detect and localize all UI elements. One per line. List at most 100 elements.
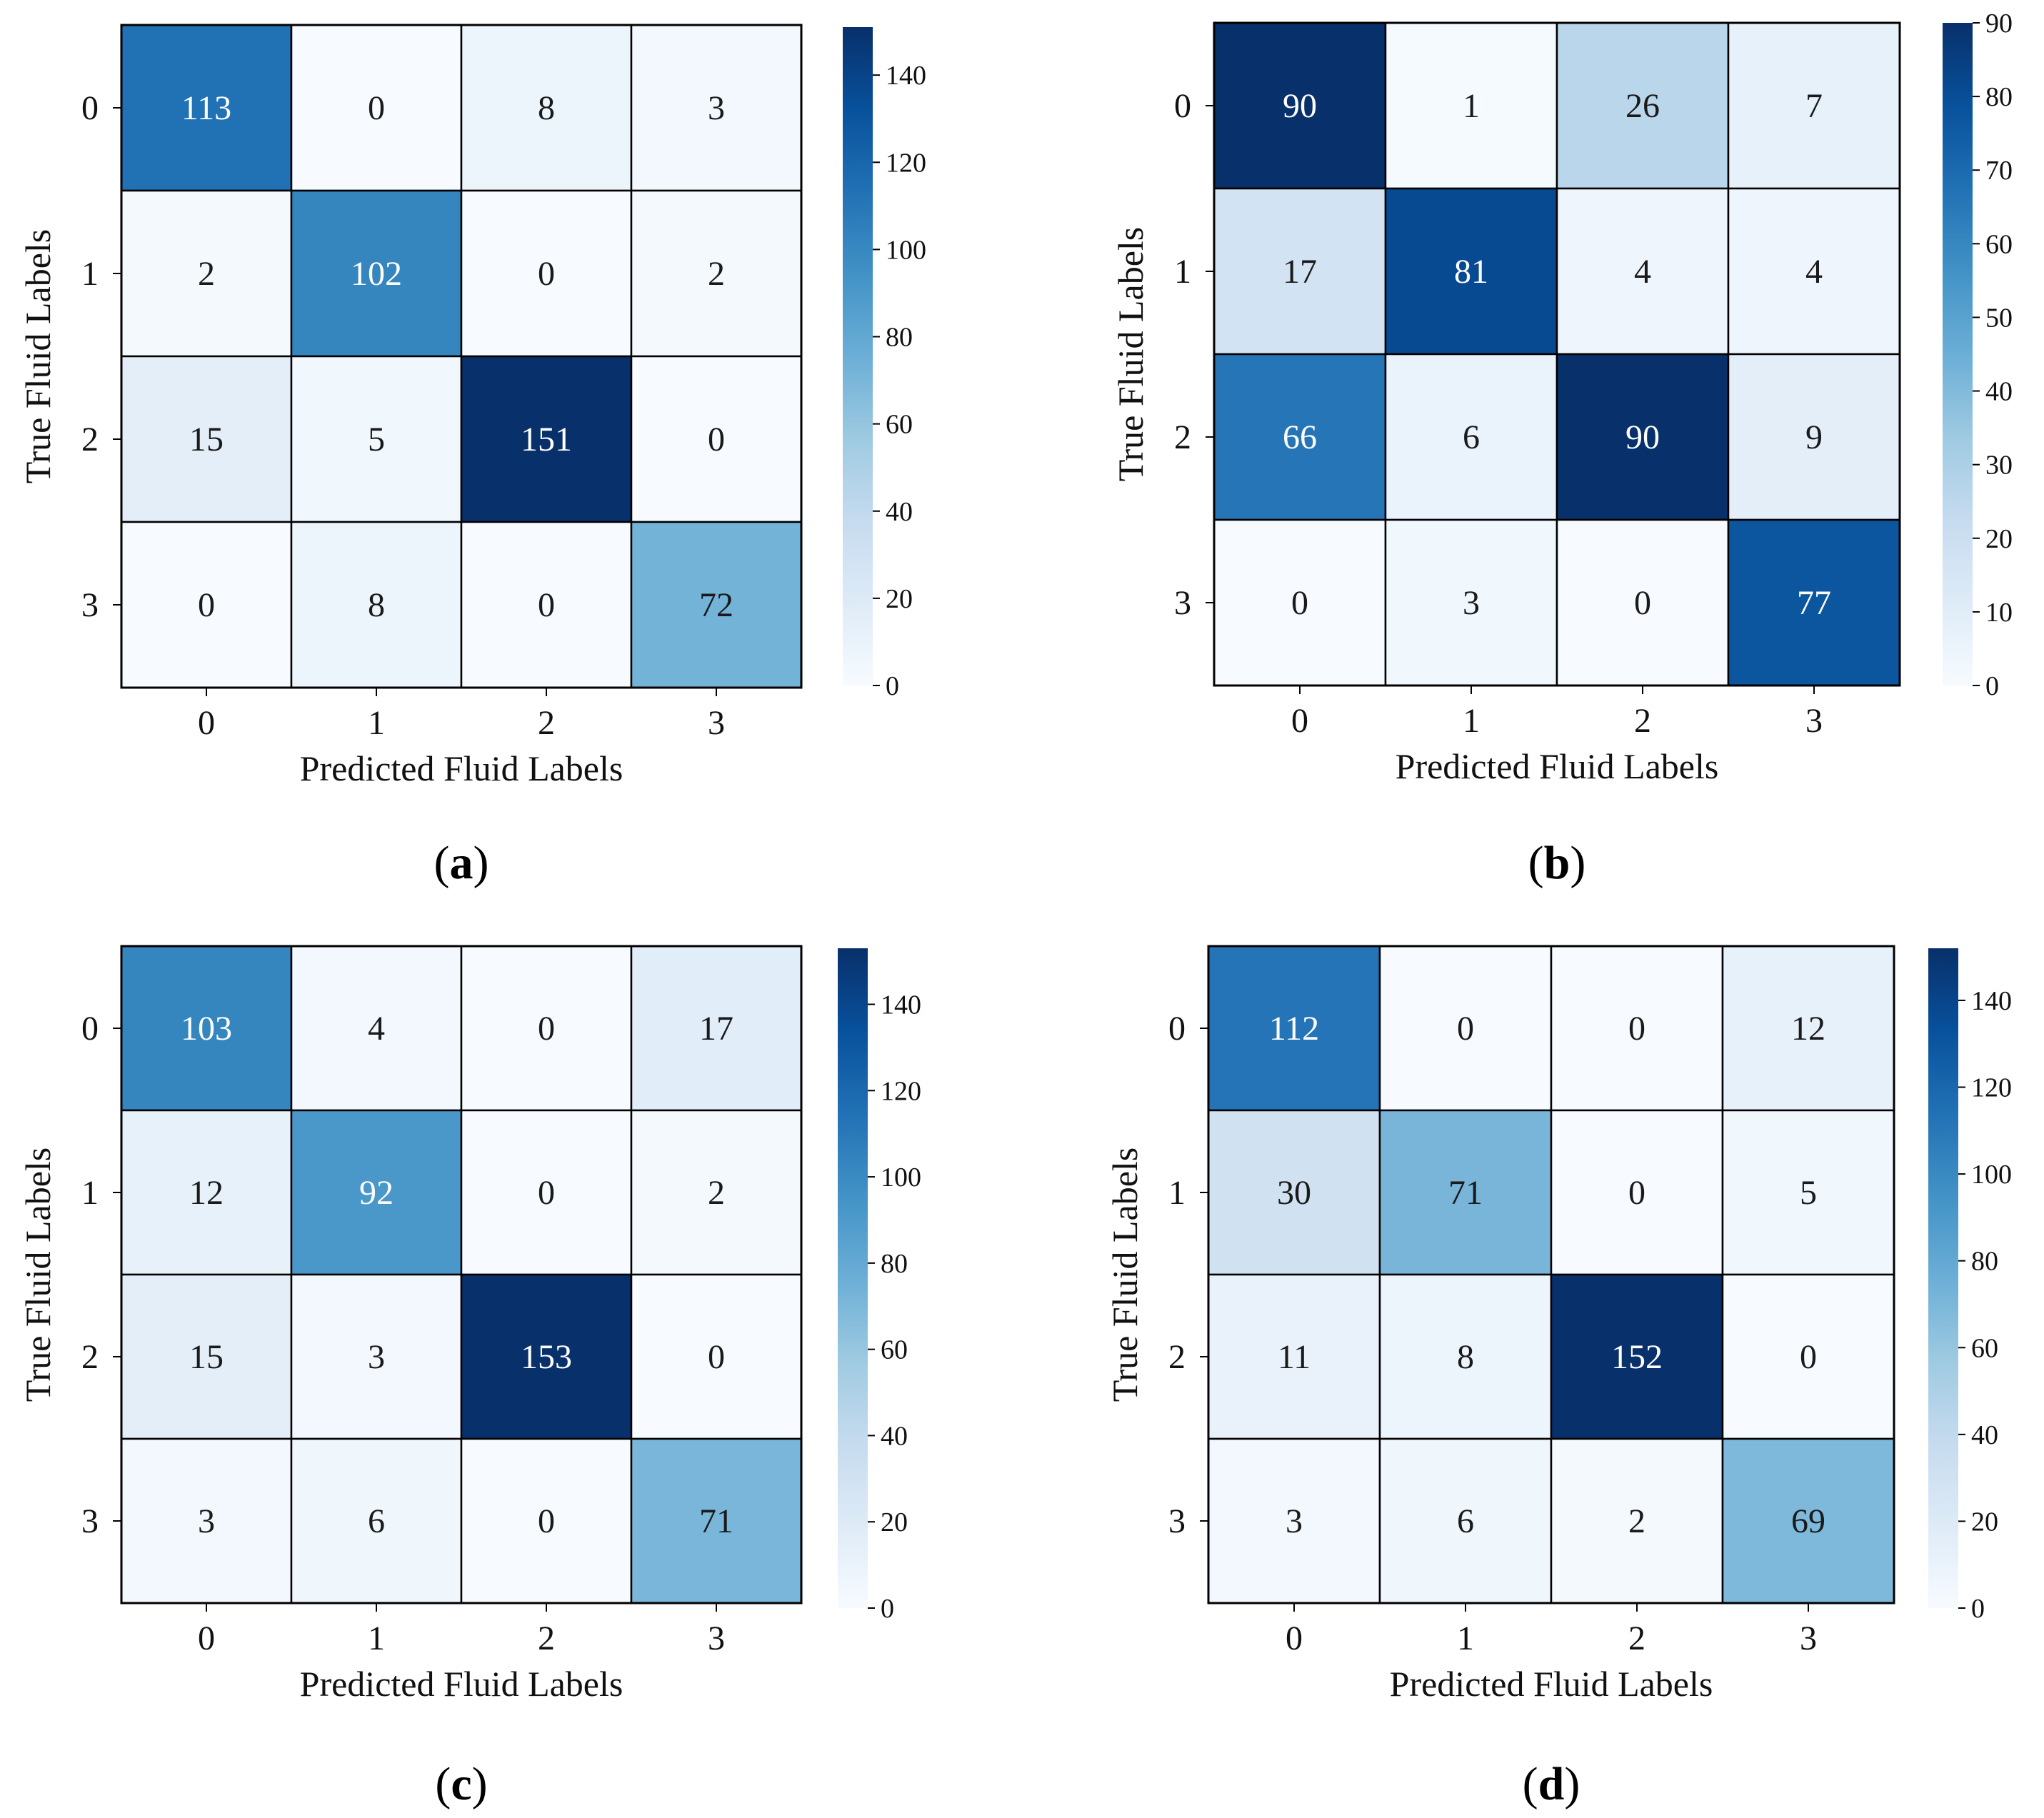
x-tick-label: 1 [368, 704, 385, 742]
heatmap-frame [1213, 21, 1901, 687]
colorbar-tick-label: 140 [886, 61, 926, 91]
colorbar-tick-label: 70 [1985, 156, 2013, 186]
cell-value-label: 112 [1269, 1010, 1319, 1048]
colorbar-tick-label: 40 [886, 497, 913, 527]
heatmap-cell [1721, 1109, 1895, 1276]
colorbar-tick-label: 20 [1971, 1507, 1998, 1537]
x-tick-label: 3 [708, 704, 725, 742]
cell-value-label: 0 [368, 89, 385, 127]
cell-value-label: 0 [1800, 1338, 1817, 1376]
x-axis-label: Predicted Fluid Labels [1390, 1664, 1713, 1704]
heatmap-cell [1721, 945, 1895, 1112]
colorbar-tick-label: 80 [881, 1249, 908, 1279]
heatmap-frame [120, 945, 803, 1604]
heatmap-frame [1207, 945, 1895, 1604]
cell-value-label: 0 [708, 421, 725, 458]
colorbar-tick-label: 0 [886, 671, 899, 701]
heatmap-cell [1550, 1437, 1724, 1604]
heatmap-cell [1555, 187, 1730, 356]
heatmap-cell [1378, 1109, 1553, 1276]
x-axis-label: Predicted Fluid Labels [300, 748, 623, 788]
heatmap-cell [1555, 518, 1730, 687]
cell-value-label: 77 [1797, 584, 1831, 622]
heatmap-frame [120, 24, 803, 689]
heatmap-cell [1213, 187, 1387, 356]
cell-value-label: 2 [708, 255, 725, 293]
x-tick-label: 1 [1457, 1619, 1474, 1657]
colorbar-tick-label: 80 [1971, 1247, 1998, 1277]
x-tick-label: 1 [1463, 702, 1480, 740]
y-tick-label: 3 [81, 586, 99, 624]
cell-value-label: 8 [538, 89, 555, 127]
cell-value-label: 15 [189, 421, 224, 458]
colorbar-tick-label: 100 [1971, 1160, 2012, 1190]
cell-value-label: 6 [368, 1502, 385, 1540]
heatmap-cell [1213, 353, 1387, 521]
cell-value-label: 0 [1457, 1010, 1474, 1048]
cell-value-label: 72 [699, 586, 733, 624]
colorbar-tick-label: 40 [1985, 377, 2013, 407]
x-tick-label: 2 [538, 704, 555, 742]
heatmap-cell [1550, 945, 1724, 1112]
cell-value-label: 71 [699, 1502, 733, 1540]
cell-value-label: 12 [189, 1174, 224, 1212]
cell-value-label: 17 [1283, 253, 1317, 291]
colorbar [843, 27, 873, 685]
heatmap-cell [460, 1437, 633, 1604]
cell-value-label: 0 [538, 1010, 555, 1048]
colorbar-tick-label: 20 [1985, 524, 2013, 554]
colorbar-tick-label: 140 [1971, 986, 2012, 1016]
cell-value-label: 4 [368, 1010, 385, 1048]
cell-value-label: 151 [521, 421, 572, 458]
cell-value-label: 153 [521, 1338, 572, 1376]
heatmap-cell [120, 24, 293, 192]
y-tick-label: 0 [1174, 87, 1191, 125]
cell-value-label: 7 [1805, 87, 1823, 125]
cell-value-label: 71 [1448, 1174, 1483, 1212]
cell-value-label: 92 [359, 1174, 394, 1212]
colorbar-tick-label: 20 [886, 584, 913, 614]
heatmap-cell [630, 1109, 803, 1276]
cell-value-label: 8 [1457, 1338, 1474, 1376]
cell-value-label: 2 [198, 255, 215, 293]
panel-label: (b) [1528, 837, 1586, 889]
heatmap-cell [630, 189, 803, 358]
heatmap-cell [120, 189, 293, 358]
x-tick-label: 0 [1291, 702, 1308, 740]
cell-value-label: 4 [1805, 253, 1823, 291]
colorbar-tick-label: 140 [881, 990, 921, 1020]
heatmap-cell [1555, 353, 1730, 521]
colorbar [1943, 23, 1973, 685]
colorbar-tick-label: 120 [886, 148, 926, 178]
y-axis-label: True Fluid Labels [18, 229, 58, 484]
cell-value-label: 12 [1791, 1010, 1825, 1048]
colorbar-tick-label: 40 [881, 1421, 908, 1451]
y-tick-label: 2 [1168, 1338, 1186, 1376]
x-tick-label: 3 [1800, 1619, 1817, 1657]
cell-value-label: 6 [1463, 418, 1480, 456]
cell-value-label: 3 [1286, 1502, 1303, 1540]
cell-value-label: 3 [368, 1338, 385, 1376]
colorbar-tick-label: 0 [1985, 671, 1999, 701]
heatmap-cell [120, 1437, 293, 1604]
heatmap-cell [290, 24, 463, 192]
y-tick-label: 3 [1168, 1502, 1186, 1540]
heatmap-cell [630, 355, 803, 523]
heatmap-cell [1550, 1273, 1724, 1440]
heatmap-cell [1727, 518, 1901, 687]
panel-label: (d) [1523, 1758, 1580, 1810]
colorbar-tick-label: 90 [1985, 9, 2013, 39]
cell-value-label: 0 [1634, 584, 1651, 622]
panel-a: 113 0 8 32 102 0 215 5 151 00 8 0 720 1 2 30123Predicte… [18, 24, 926, 889]
y-tick-label: 2 [1174, 418, 1191, 456]
y-tick-label: 0 [81, 1010, 99, 1048]
colorbar-tick-label: 50 [1985, 303, 2013, 333]
colorbar-tick-label: 60 [1985, 229, 2013, 259]
y-axis-label: True Fluid Labels [1111, 227, 1151, 482]
cell-value-label: 2 [1628, 1502, 1645, 1540]
y-tick-label: 2 [81, 421, 99, 458]
heatmap-cell [290, 1437, 463, 1604]
cell-value-label: 8 [368, 586, 385, 624]
